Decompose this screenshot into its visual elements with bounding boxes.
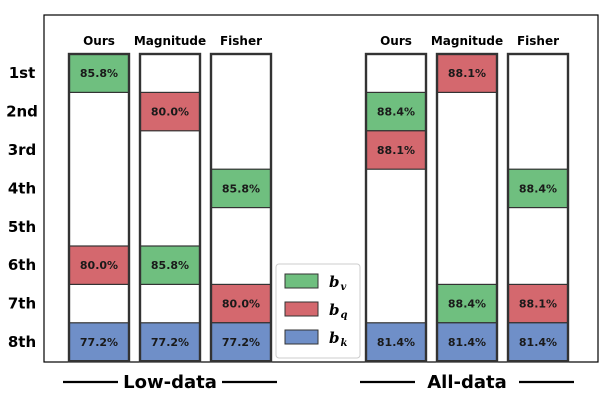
column-all-data-fisher: Fisher 88.4% 88.1% 81.4% xyxy=(506,34,570,363)
cell-value-label: 81.4% xyxy=(519,336,557,349)
cell-value-label: 88.4% xyxy=(377,106,415,119)
rank-label-2: 2nd xyxy=(6,103,38,121)
cell-bk-rank-8 xyxy=(139,322,201,362)
cell-bv-rank-4 xyxy=(507,168,569,209)
cell-bq-rank-3 xyxy=(365,130,427,170)
cell-bq-rank-7 xyxy=(507,283,569,324)
column-header: Magnitude xyxy=(134,34,206,48)
column-outline xyxy=(138,52,202,363)
column-low-data-magnitude: Magnitude 80.0% 85.8% 77.2% xyxy=(134,34,206,363)
rank-label-6: 6th xyxy=(8,256,36,274)
rank-label-7: 7th xyxy=(8,295,36,313)
cell-bq-rank-6 xyxy=(68,245,130,286)
column-outline xyxy=(364,52,428,363)
cell-bv-rank-7 xyxy=(436,283,498,324)
column-low-data-fisher: Fisher 85.8% 80.0% 77.2% xyxy=(209,34,273,363)
column-header: Fisher xyxy=(220,34,262,48)
column-outline xyxy=(209,52,273,363)
legend-swatch-bq xyxy=(284,301,319,317)
rank-label-8: 8th xyxy=(8,333,36,351)
cell-value-label: 88.4% xyxy=(519,182,557,195)
column-outline xyxy=(67,52,131,363)
column-header: Fisher xyxy=(517,34,559,48)
cell-bv-rank-4 xyxy=(210,168,272,209)
legend-swatch-bk xyxy=(284,329,319,345)
rank-label-3: 3rd xyxy=(8,141,37,159)
cell-value-label: 77.2% xyxy=(151,336,189,349)
cell-value-label: 77.2% xyxy=(80,336,118,349)
cell-value-label: 88.1% xyxy=(519,298,557,311)
column-all-data-magnitude: Magnitude 88.1% 88.4% 81.4% xyxy=(431,34,503,363)
cell-value-label: 85.8% xyxy=(80,67,118,80)
group-label-all-data: All-data xyxy=(427,372,507,393)
rank-label-5: 5th xyxy=(8,218,36,236)
column-outline xyxy=(435,52,499,363)
column-low-data-ours: Ours 85.8% 80.0% 77.2% xyxy=(67,34,131,363)
cell-value-label: 81.4% xyxy=(377,336,415,349)
cell-value-label: 80.0% xyxy=(80,259,118,272)
rank-axis: 1st 2nd 3rd 4th 5th 6th 7th 8th xyxy=(6,64,38,351)
group-labels: Low-data All-data xyxy=(63,372,574,393)
cell-value-label: 88.4% xyxy=(448,298,486,311)
method-columns: Ours 85.8% 80.0% 77.2% Magnitude 80.0% 85.8% 77… xyxy=(67,34,570,363)
cell-value-label: 77.2% xyxy=(222,336,260,349)
column-header: Ours xyxy=(83,34,115,48)
cell-value-label: 80.0% xyxy=(222,298,260,311)
cell-value-label: 88.1% xyxy=(448,67,486,80)
legend-swatch-bv xyxy=(284,273,319,289)
group-label-low-data: Low-data xyxy=(123,372,217,393)
column-all-data-ours: Ours 88.4% 88.1% 81.4% xyxy=(364,34,428,363)
cell-value-label: 85.8% xyxy=(222,182,260,195)
cell-value-label: 88.1% xyxy=(377,144,415,157)
column-header: Magnitude xyxy=(431,34,503,48)
column-header: Ours xyxy=(380,34,412,48)
column-outline xyxy=(506,52,570,363)
cell-bk-rank-8 xyxy=(507,322,569,362)
cell-bv-rank-1 xyxy=(68,53,130,94)
rank-label-4: 4th xyxy=(8,179,36,197)
rank-label-1: 1st xyxy=(9,64,36,82)
cell-value-label: 85.8% xyxy=(151,259,189,272)
cell-value-label: 80.0% xyxy=(151,106,189,119)
cell-value-label: 81.4% xyxy=(448,336,486,349)
cell-bk-rank-8 xyxy=(436,322,498,362)
